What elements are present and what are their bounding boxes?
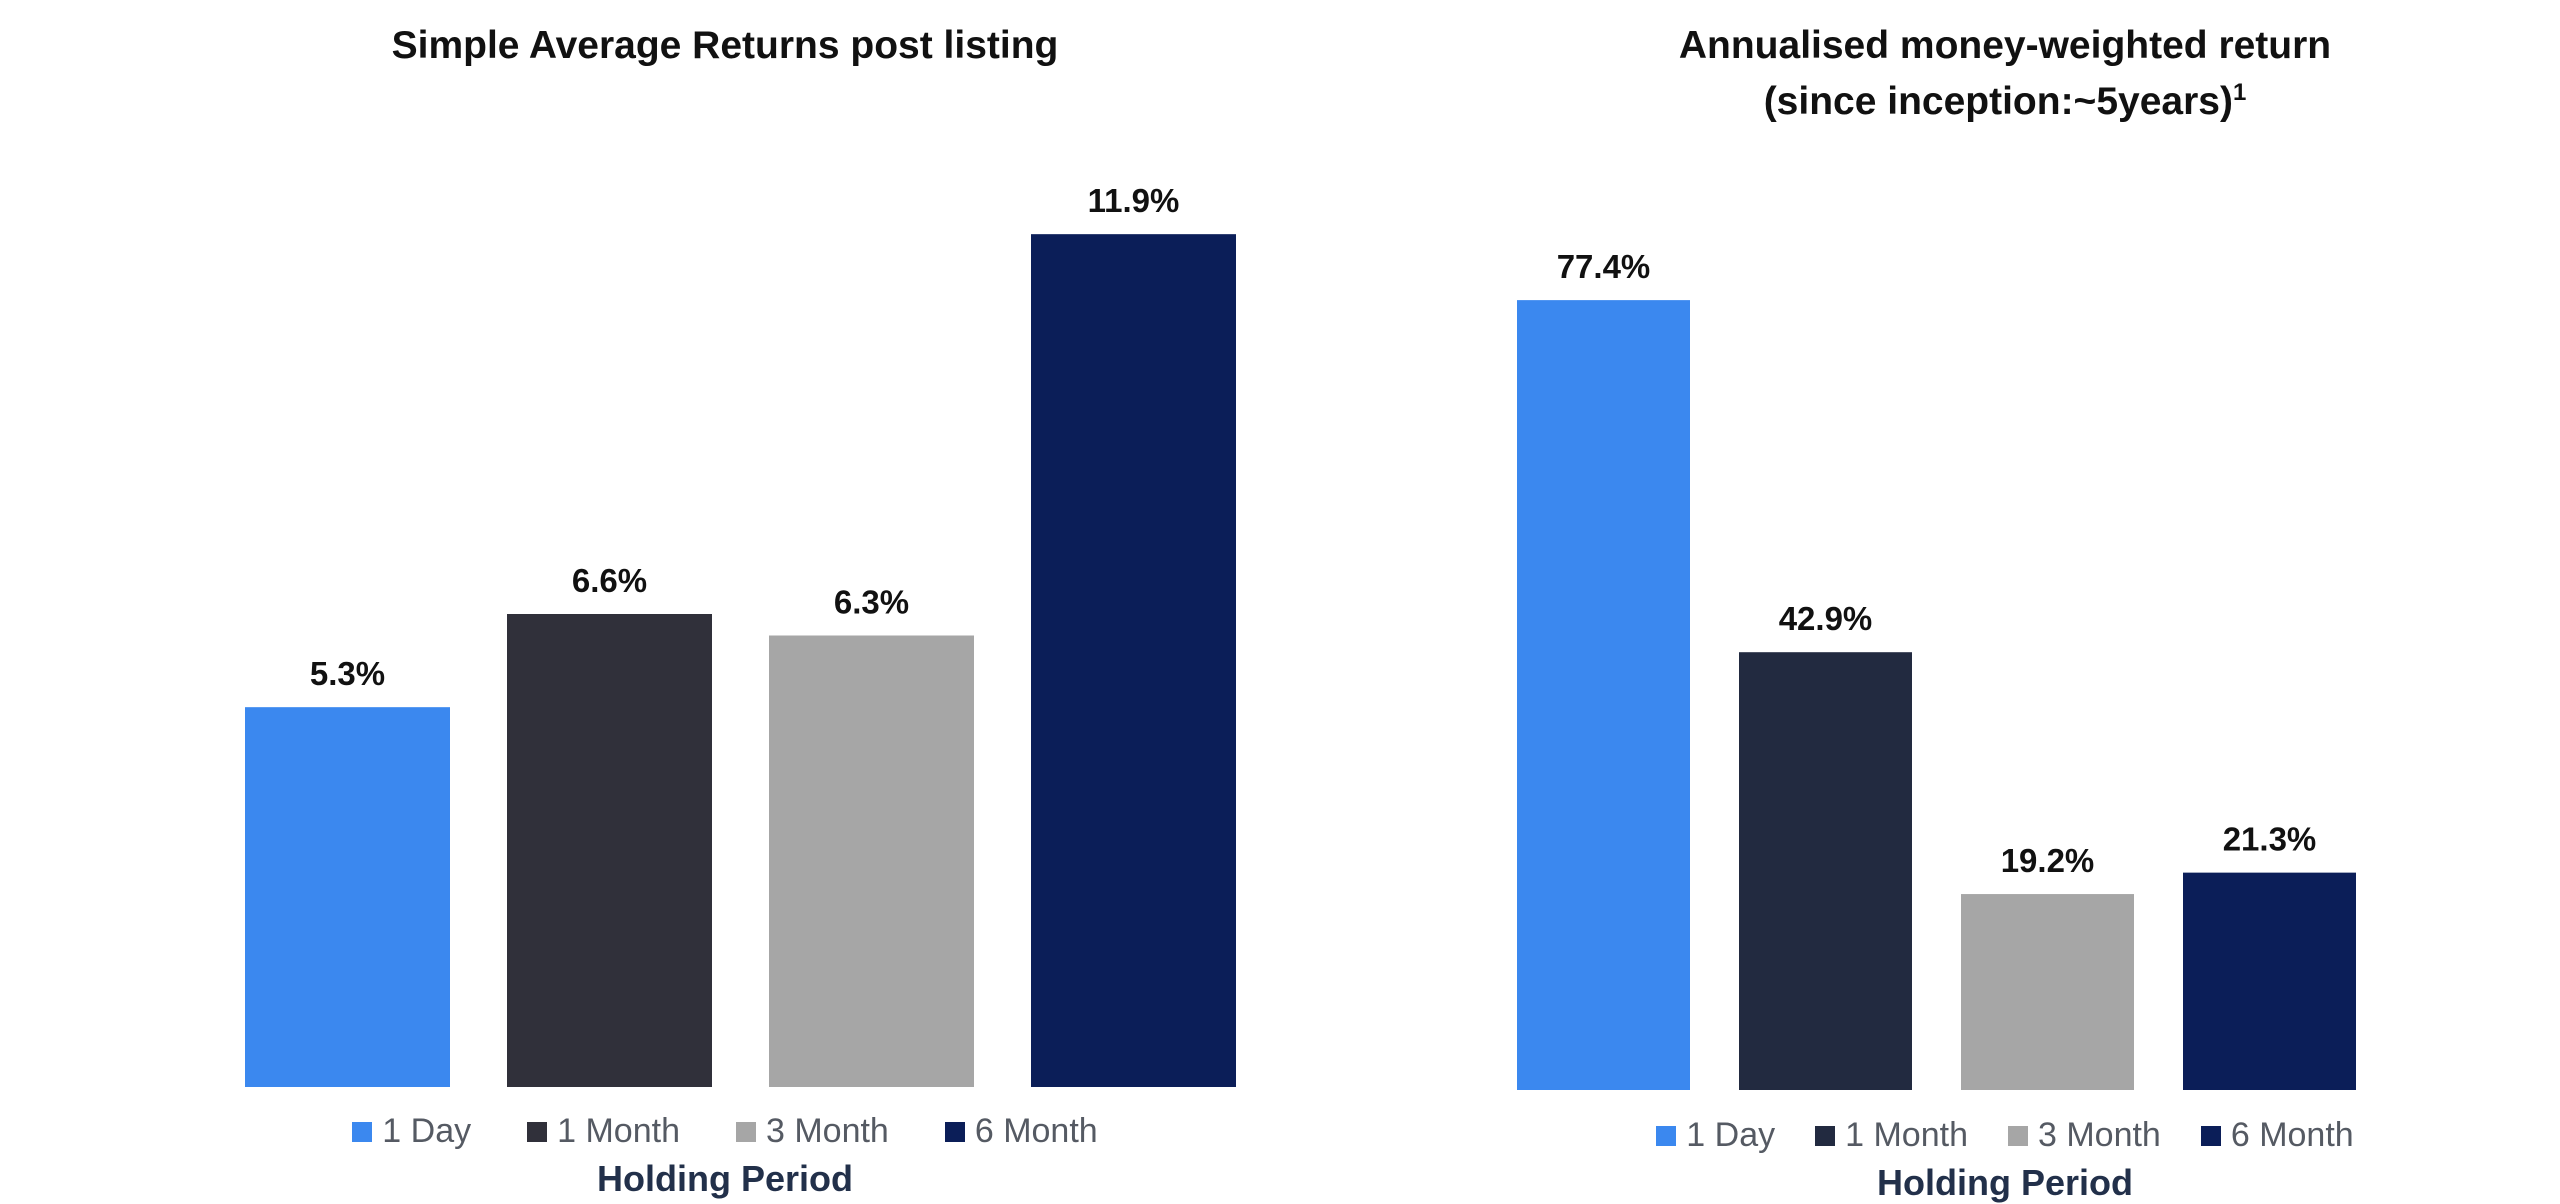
bar-3-month: [769, 635, 974, 1087]
legend-label: 3 Month: [2037, 1116, 2161, 1154]
chart-title: Annualised money-weighted return (since …: [1450, 18, 2560, 130]
data-label-1-day: 77.4%: [1557, 248, 1651, 285]
bar-6-month: [1031, 234, 1236, 1087]
legend-label: 1 Month: [557, 1112, 680, 1150]
data-label-1-day: 5.3%: [310, 655, 385, 692]
right-chart-panel: Annualised money-weighted return (since …: [1450, 0, 2560, 1203]
data-label-6-month: 11.9%: [1088, 182, 1180, 219]
legend-label: 6 Month: [974, 1112, 1098, 1150]
legend-label: 1 Day: [382, 1112, 472, 1150]
x-axis-title: Holding Period: [1877, 1162, 2133, 1203]
bar-1-day: [245, 707, 450, 1087]
legend-swatch: [1815, 1125, 1836, 1146]
legend-label: 6 Month: [2230, 1116, 2354, 1154]
legend-swatch: [944, 1121, 965, 1142]
x-axis-title: Holding Period: [597, 1158, 853, 1199]
chart-title-line2: (since inception:~5years)1: [1450, 74, 2560, 130]
data-label-1-month: 6.6%: [572, 562, 647, 599]
bar-chart-plot: 5.3% 6.6% 6.3% 11.9%: [245, 182, 1236, 1087]
legend-swatch: [2200, 1125, 2221, 1146]
legend-item-3-month: 3 Month: [735, 1112, 889, 1151]
legend-item-1-month: 1 Month: [1815, 1116, 1968, 1155]
chart-title-line2-text: (since inception:~5years): [1763, 80, 2233, 123]
left-chart-panel: Simple Average Returns post listing 5.3%…: [0, 18, 1450, 1199]
bar-3-month: [1961, 894, 2134, 1090]
data-label-3-month: 6.3%: [834, 584, 909, 621]
chart-title: Simple Average Returns post listing: [0, 18, 1450, 74]
footnote-marker: 1: [2232, 79, 2247, 106]
legend-swatch: [1656, 1125, 1677, 1146]
chart-title-text: Simple Average Returns post listing: [391, 24, 1059, 67]
legend-item-1-month: 1 Month: [527, 1112, 680, 1151]
chart-title-line1: Annualised money-weighted return: [1678, 24, 2332, 67]
legend-item-1-day: 1 Day: [1656, 1116, 1775, 1155]
bar-1-day: [1517, 300, 1690, 1091]
legend-item-1-day: 1 Day: [352, 1112, 471, 1151]
legend-swatch: [352, 1121, 373, 1142]
data-label-3-month: 19.2%: [2001, 842, 2095, 879]
legend-label: 3 Month: [765, 1112, 889, 1150]
chart-legend: 1 Day 1 Month 3 Month 6 Month: [0, 1112, 1450, 1151]
bar-chart-plot: 77.4% 42.9% 19.2% 21.3%: [1517, 248, 2356, 1091]
bar-1-month: [507, 614, 712, 1087]
bar-1-month: [1739, 652, 1912, 1090]
legend-label: 1 Day: [1686, 1116, 1776, 1154]
data-label-1-month: 42.9%: [1779, 600, 1873, 637]
chart-legend: 1 Day 1 Month 3 Month 6 Month: [1450, 1116, 2560, 1155]
bar-6-month: [2183, 872, 2356, 1090]
legend-item-3-month: 3 Month: [2007, 1116, 2161, 1155]
legend-swatch: [2007, 1125, 2028, 1146]
legend-item-6-month: 6 Month: [2200, 1116, 2354, 1155]
legend-label: 1 Month: [1845, 1116, 1968, 1154]
legend-swatch: [527, 1121, 548, 1142]
legend-item-6-month: 6 Month: [944, 1112, 1098, 1151]
legend-swatch: [735, 1121, 756, 1142]
data-label-6-month: 21.3%: [2223, 821, 2317, 858]
